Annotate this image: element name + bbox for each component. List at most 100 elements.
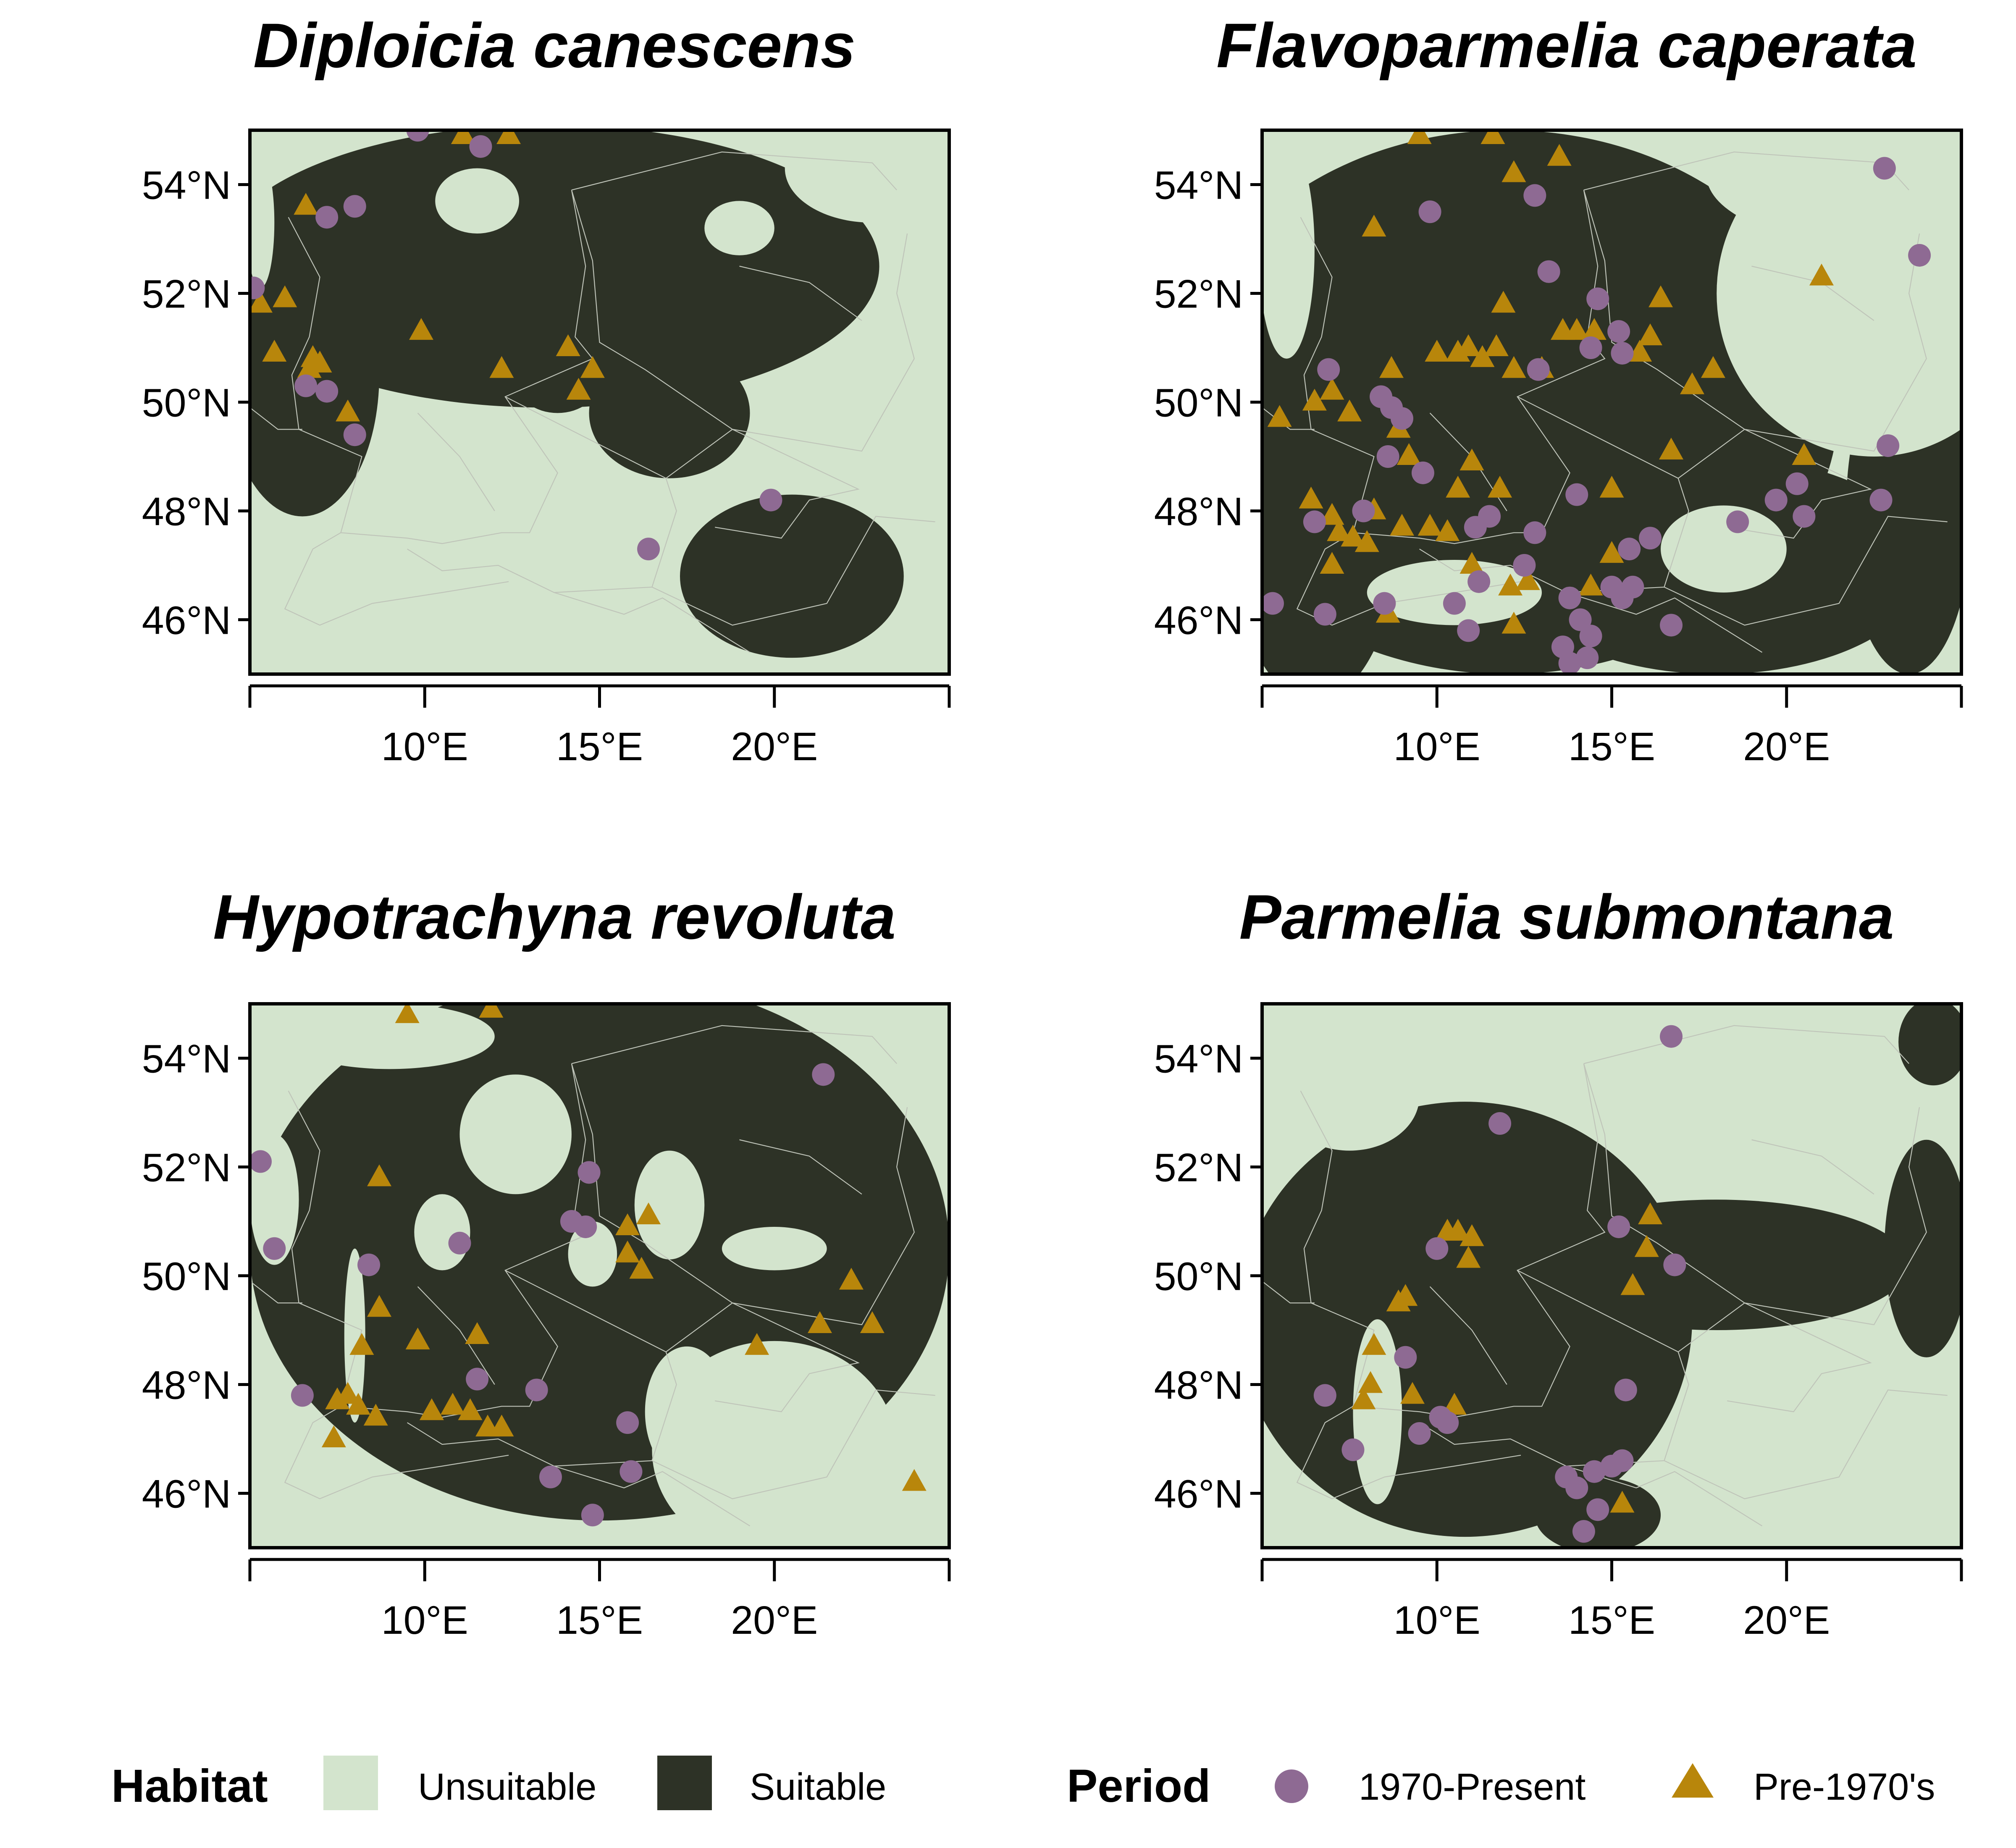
country-border (739, 265, 862, 321)
habitat-suitable-region (1884, 1139, 1961, 1357)
country-border (250, 1281, 302, 1304)
record-pre1970-marker (1460, 552, 1484, 574)
record-pre1970-marker (1502, 356, 1526, 378)
record-pre1970-marker (1456, 334, 1481, 356)
panel-title: Hypotrachyna revoluta (213, 882, 895, 952)
record-pre1970-marker (409, 318, 433, 340)
record-pre1970-marker (1599, 541, 1624, 563)
record-present-marker (1586, 287, 1609, 310)
record-present-marker (1764, 488, 1788, 512)
record-pre1970-marker (860, 1311, 885, 1334)
record-present-marker (574, 1215, 597, 1238)
record-present-marker (812, 1063, 835, 1086)
map-panel: Hypotrachyna revoluta 54°N 52°N 50°N 48°N 46… (142, 882, 951, 1643)
country-border (666, 1302, 860, 1412)
record-present-marker (1537, 260, 1560, 283)
record-present-marker (1618, 538, 1641, 561)
country-border (739, 1139, 862, 1195)
record-pre1970-marker (496, 130, 521, 144)
record-pre1970-marker (479, 1004, 504, 1018)
record-pre1970-marker (419, 1398, 444, 1420)
record-pre1970-marker (580, 356, 605, 378)
record-pre1970-marker (1358, 1371, 1383, 1393)
lat-tick-label: 52°N (142, 272, 231, 317)
record-pre1970-marker (489, 1415, 514, 1437)
record-present-marker (1558, 652, 1581, 674)
record-present-marker (1586, 1498, 1609, 1521)
record-present-marker (1523, 521, 1546, 544)
habitat-unsuitable-region (459, 1074, 572, 1194)
country-border (288, 1090, 362, 1407)
record-present-marker (291, 1384, 314, 1407)
lon-tick-label: 10°E (1394, 1598, 1480, 1643)
record-pre1970-marker (1299, 486, 1323, 509)
lat-tick-label: 46°N (1154, 1472, 1243, 1517)
country-border (666, 428, 860, 539)
record-present-marker (1908, 244, 1931, 267)
record-present-marker (1614, 1378, 1637, 1402)
record-present-marker (1488, 1112, 1512, 1135)
record-pre1970-marker (1634, 1235, 1659, 1257)
record-pre1970-marker (321, 1425, 346, 1447)
record-pre1970-marker (1267, 405, 1292, 427)
country-border (1300, 217, 1375, 533)
lon-tick-label: 15°E (556, 1598, 643, 1643)
record-present-marker (1513, 554, 1536, 577)
lat-tick-label: 54°N (142, 1037, 231, 1082)
record-pre1970-marker (1547, 144, 1572, 166)
habitat-unsuitable-region (1353, 1319, 1402, 1504)
lat-tick-label: 50°N (1154, 381, 1243, 425)
lat-tick-label: 54°N (142, 163, 231, 208)
record-pre1970-marker (367, 1164, 392, 1186)
record-present-marker (1565, 1476, 1588, 1499)
record-present-marker (250, 276, 265, 299)
record-pre1970-marker (1327, 519, 1352, 541)
lat-tick-label: 48°N (142, 1363, 231, 1408)
country-border (1353, 190, 1606, 544)
legend-period-title: Period (1067, 1760, 1210, 1812)
record-present-marker (1558, 586, 1581, 609)
lon-tick-label: 10°E (381, 724, 468, 769)
record-present-marker (294, 374, 318, 397)
lon-tick-label: 15°E (556, 724, 643, 769)
lat-tick-label: 52°N (1154, 272, 1243, 317)
country-border (1664, 516, 1948, 626)
record-pre1970-marker (1460, 448, 1484, 470)
record-present-marker (1478, 505, 1501, 528)
record-pre1970-marker (294, 193, 318, 215)
lon-tick-label: 20°E (731, 1598, 818, 1643)
lat-tick-label: 54°N (1154, 163, 1243, 208)
lat-tick-label: 48°N (1154, 490, 1243, 534)
record-pre1970-marker (1354, 530, 1379, 552)
record-present-marker (343, 195, 366, 218)
record-present-marker (1873, 157, 1896, 180)
lat-tick-label: 50°N (142, 381, 231, 425)
record-pre1970-marker (1638, 1202, 1663, 1225)
legend-marker-pre1970 (1672, 1763, 1714, 1798)
record-present-marker (539, 1465, 562, 1488)
record-pre1970-marker (1599, 475, 1624, 498)
country-border (554, 1465, 751, 1527)
record-present-marker (466, 1368, 489, 1391)
lon-tick-label: 10°E (1394, 724, 1480, 769)
record-pre1970-marker (1362, 1333, 1386, 1355)
record-pre1970-marker (336, 1382, 360, 1404)
record-pre1970-marker (1809, 263, 1834, 286)
lat-tick-label: 46°N (1154, 598, 1243, 643)
record-present-marker (1376, 445, 1399, 468)
legend-swatch-unsuitable (323, 1756, 378, 1810)
record-pre1970-marker (1351, 1387, 1376, 1410)
record-pre1970-marker (1446, 1218, 1470, 1241)
record-pre1970-marker (1564, 318, 1589, 340)
record-present-marker (1611, 1449, 1634, 1472)
record-pre1970-marker (1320, 503, 1344, 525)
record-pre1970-marker (1396, 443, 1421, 465)
habitat-unsuitable-region (1706, 130, 1961, 239)
record-present-marker (1607, 320, 1630, 343)
record-pre1970-marker (902, 1469, 927, 1491)
record-present-marker (1425, 1237, 1449, 1260)
record-present-marker (1391, 407, 1413, 430)
record-pre1970-marker (262, 339, 287, 362)
record-present-marker (1443, 592, 1466, 615)
record-pre1970-marker (1620, 1273, 1645, 1295)
